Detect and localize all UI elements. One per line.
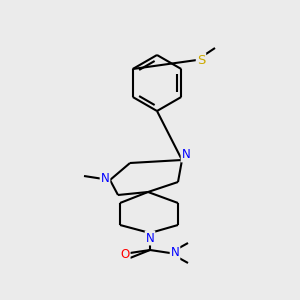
Text: O: O bbox=[120, 248, 130, 262]
Text: N: N bbox=[182, 148, 190, 161]
Text: N: N bbox=[171, 247, 179, 260]
Text: N: N bbox=[146, 232, 154, 244]
Text: S: S bbox=[197, 53, 205, 67]
Text: N: N bbox=[100, 172, 109, 184]
